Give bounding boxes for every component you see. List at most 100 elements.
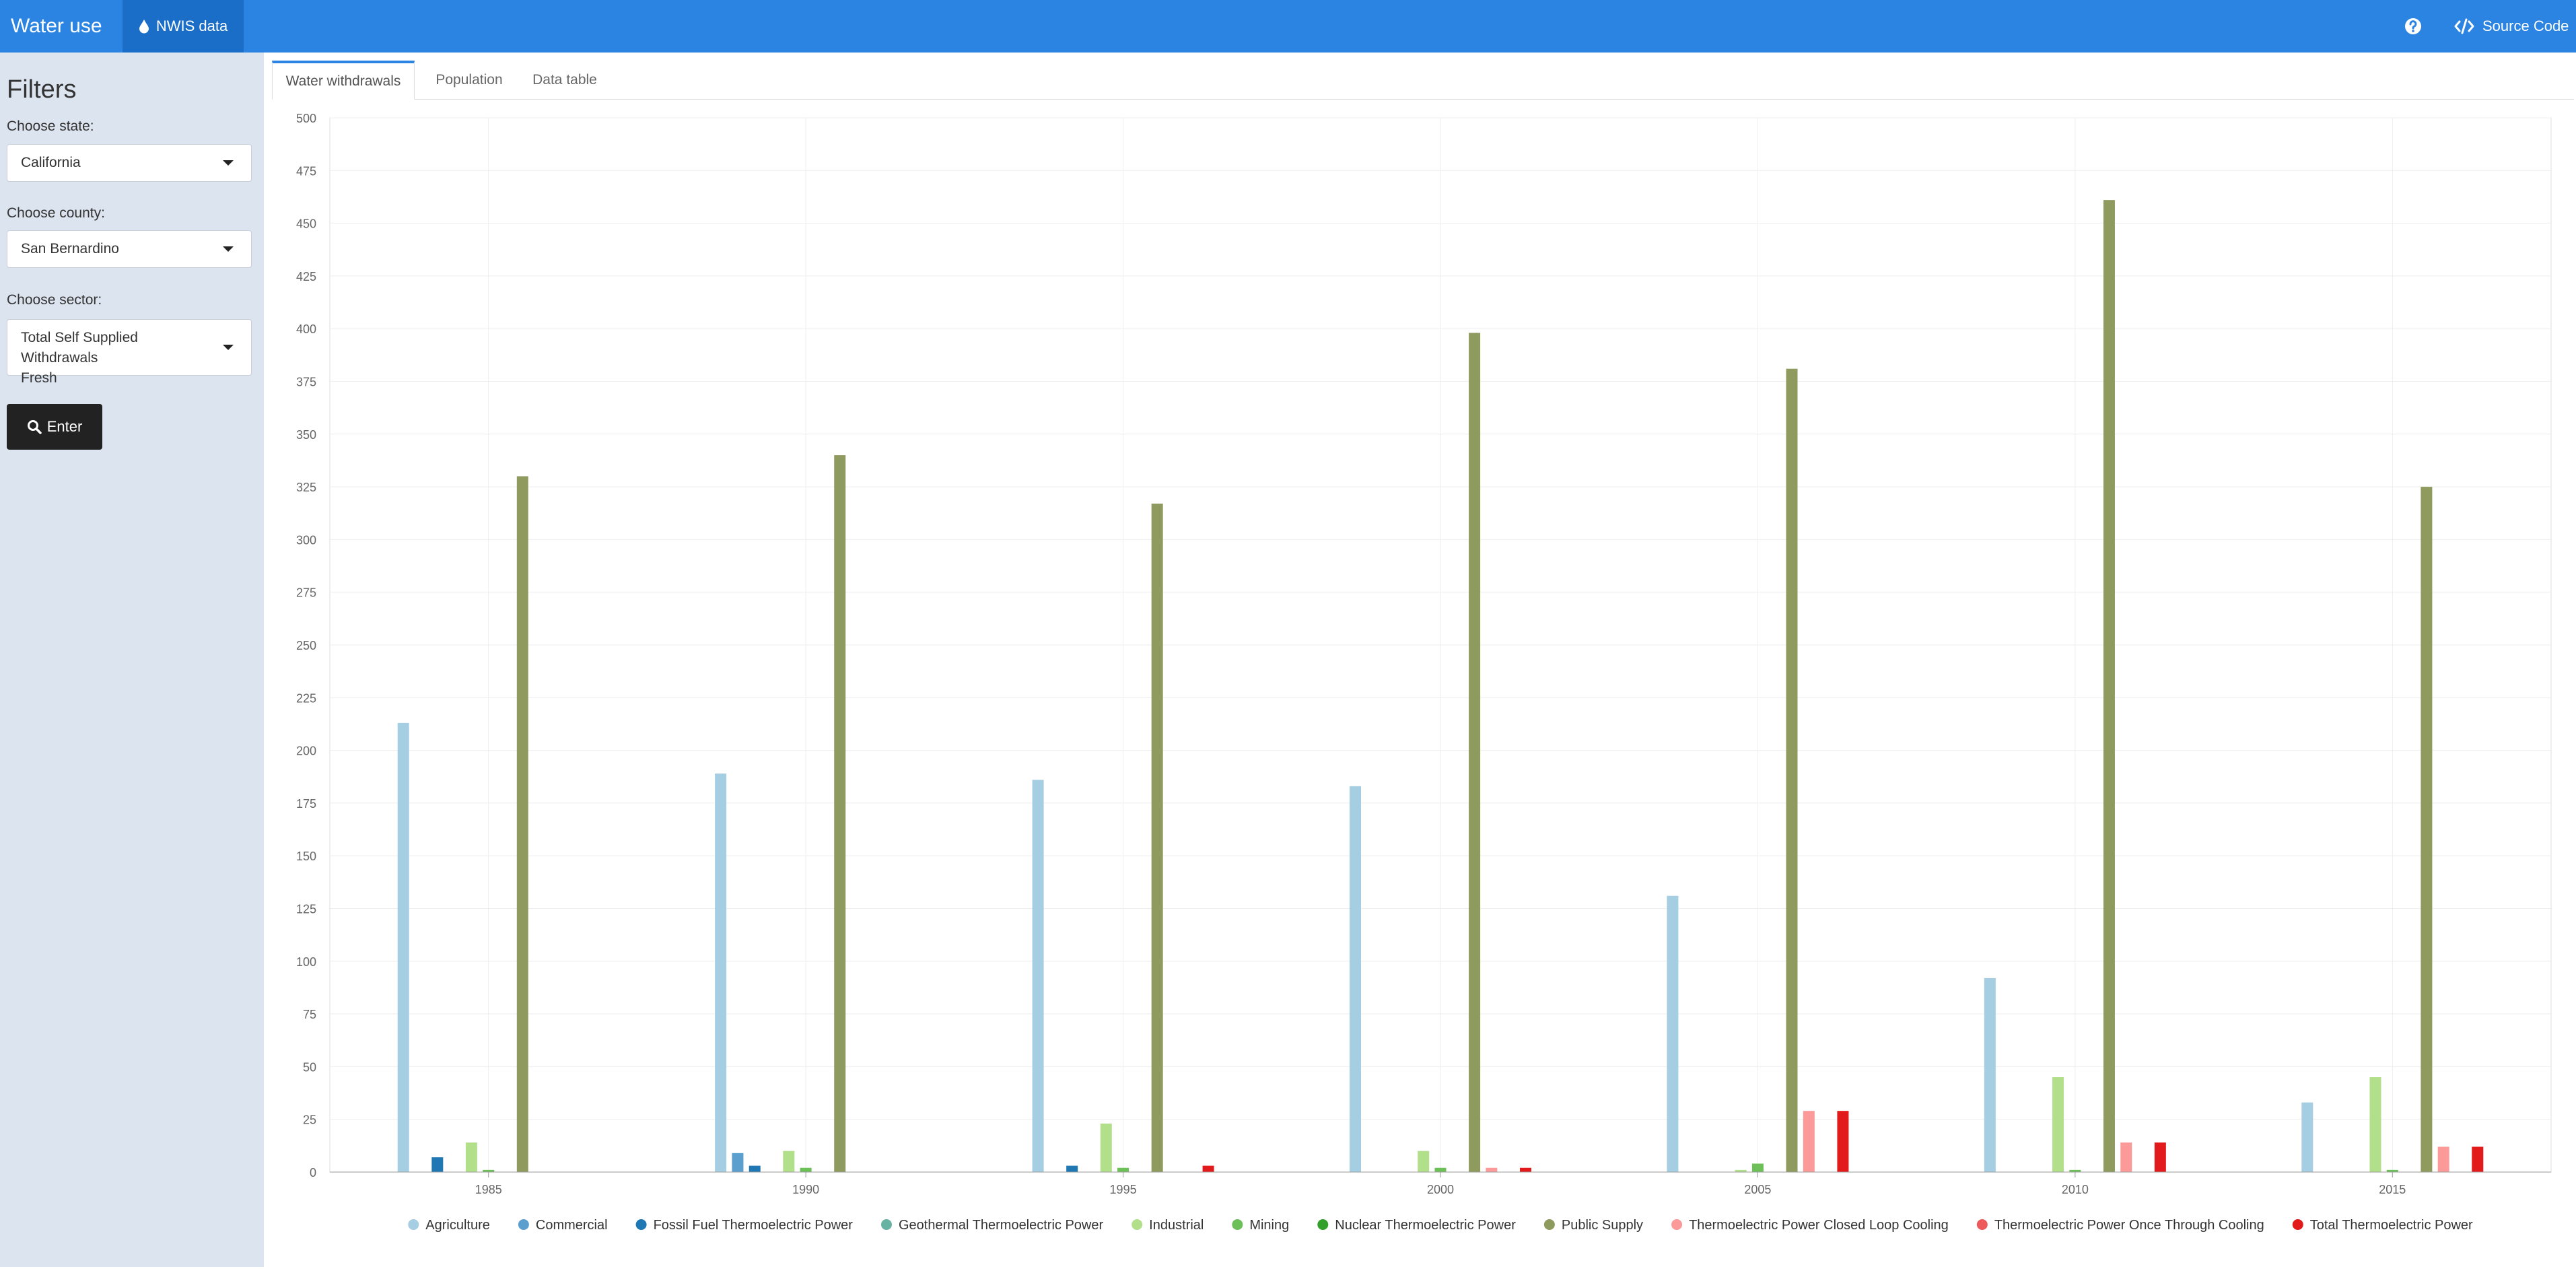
- bar: [2386, 1169, 2398, 1172]
- x-tick-label: 2005: [1744, 1183, 1771, 1196]
- bar: [1117, 1167, 1129, 1172]
- legend-label: Nuclear Thermoelectric Power: [1335, 1218, 1516, 1233]
- legend-label: Geothermal Thermoelectric Power: [899, 1218, 1104, 1233]
- bar: [1434, 1167, 1447, 1172]
- legend-dot: [1317, 1219, 1329, 1230]
- source-code-link[interactable]: Source Code: [2454, 0, 2569, 53]
- bar: [2421, 487, 2433, 1172]
- bar: [2437, 1146, 2449, 1172]
- legend-dot: [518, 1219, 529, 1230]
- tab-data-table[interactable]: Data table: [532, 72, 597, 88]
- county-label: Choose county:: [7, 205, 105, 221]
- enter-button[interactable]: Enter: [7, 404, 102, 450]
- x-tick-label: 1985: [475, 1183, 502, 1196]
- y-tick-label: 425: [296, 270, 316, 283]
- legend-label: Thermoelectric Power Once Through Coolin…: [1994, 1218, 2264, 1233]
- chevron-down-icon: [223, 246, 234, 252]
- content-tabs: Water withdrawals Population Data table: [272, 61, 2574, 100]
- y-tick-label: 450: [296, 217, 316, 231]
- y-tick-label: 375: [296, 376, 316, 389]
- bar: [2120, 1142, 2132, 1172]
- legend-label: Total Thermoelectric Power: [2310, 1218, 2473, 1233]
- top-navbar: Water use NWIS data Source Code: [0, 0, 2576, 53]
- help-button[interactable]: [2403, 16, 2423, 36]
- water-withdrawals-chart-container: 0 25 50 75 100 125 150 175 200 225 250 275 300 325 350…: [272, 108, 2576, 1267]
- legend-dot: [1671, 1219, 1683, 1230]
- bar: [2369, 1077, 2381, 1172]
- state-label: Choose state:: [7, 118, 94, 134]
- bar: [1735, 1169, 1747, 1172]
- bar: [483, 1169, 495, 1172]
- x-tick-label: 2015: [2379, 1183, 2406, 1196]
- x-tick-label: 1990: [792, 1183, 819, 1196]
- bar: [1751, 1163, 1764, 1172]
- y-tick-label: 250: [296, 639, 316, 652]
- tab-water-withdrawals[interactable]: Water withdrawals: [272, 61, 415, 100]
- y-tick-label: 475: [296, 164, 316, 178]
- bar: [834, 455, 846, 1172]
- x-tick-label: 2000: [1427, 1183, 1454, 1196]
- legend-label: Industrial: [1149, 1218, 1204, 1233]
- bar: [397, 722, 409, 1172]
- legend-dot: [1976, 1219, 1988, 1230]
- x-tick-label: 1995: [1110, 1183, 1137, 1196]
- bar: [1100, 1123, 1112, 1172]
- bar: [1984, 978, 1996, 1172]
- nav-tab-nwis-data[interactable]: NWIS data: [123, 0, 244, 53]
- legend-label: Commercial: [536, 1218, 608, 1233]
- bar: [2103, 200, 2115, 1173]
- y-tick-label: 325: [296, 481, 316, 494]
- search-icon: [27, 420, 42, 434]
- bar: [2069, 1169, 2081, 1172]
- bar: [1520, 1167, 1531, 1172]
- bar: [1350, 786, 1361, 1172]
- legend-label: Fossil Fuel Thermoelectric Power: [654, 1218, 854, 1233]
- source-code-label: Source Code: [2482, 18, 2569, 34]
- y-tick-label: 0: [310, 1166, 316, 1179]
- bar: [1786, 368, 1798, 1172]
- y-tick-label: 100: [296, 955, 316, 969]
- y-tick-label: 50: [303, 1060, 316, 1074]
- legend-label: Mining: [1249, 1218, 1289, 1233]
- bar: [732, 1153, 744, 1172]
- y-tick-label: 500: [296, 112, 316, 125]
- bar: [1469, 333, 1481, 1172]
- nav-tab-label: NWIS data: [155, 18, 228, 34]
- bar: [1418, 1151, 1430, 1172]
- y-tick-label: 75: [303, 1008, 316, 1021]
- bar: [516, 476, 528, 1173]
- legend-label: Public Supply: [1562, 1218, 1643, 1233]
- bar: [1667, 895, 1679, 1172]
- county-select[interactable]: San Bernardino: [7, 230, 252, 268]
- y-tick-label: 225: [296, 691, 316, 705]
- bar: [1202, 1165, 1214, 1172]
- legend-dot: [2292, 1219, 2303, 1230]
- bar: [783, 1151, 795, 1172]
- y-tick-label: 400: [296, 322, 316, 336]
- question-circle-icon: [2405, 18, 2421, 34]
- sector-select[interactable]: Total Self Supplied Withdrawals Fresh: [7, 319, 252, 386]
- sidebar-title: Filters: [7, 75, 77, 104]
- county-select-value: San Bernardino: [21, 241, 119, 256]
- state-select[interactable]: California: [7, 144, 252, 182]
- sector-select-value-line2: Fresh: [21, 370, 57, 386]
- y-tick-label: 150: [296, 850, 316, 863]
- tab-population[interactable]: Population: [436, 72, 503, 88]
- bar: [1032, 780, 1044, 1172]
- bar: [749, 1165, 761, 1172]
- app-brand[interactable]: Water use: [11, 15, 102, 37]
- bar: [2472, 1146, 2484, 1172]
- bar: [1066, 1165, 1078, 1172]
- legend-dot: [880, 1219, 892, 1230]
- bar: [715, 774, 727, 1172]
- bar: [2052, 1077, 2064, 1172]
- bar: [1486, 1167, 1498, 1172]
- legend-label: Agriculture: [425, 1218, 490, 1233]
- sector-select-value-line1: Total Self Supplied Withdrawals: [21, 330, 138, 366]
- bar: [2301, 1102, 2313, 1172]
- chevron-down-icon: [223, 345, 234, 350]
- bar: [1151, 504, 1163, 1172]
- bar: [465, 1142, 477, 1172]
- legend-dot: [408, 1219, 419, 1230]
- y-tick-label: 350: [296, 428, 316, 442]
